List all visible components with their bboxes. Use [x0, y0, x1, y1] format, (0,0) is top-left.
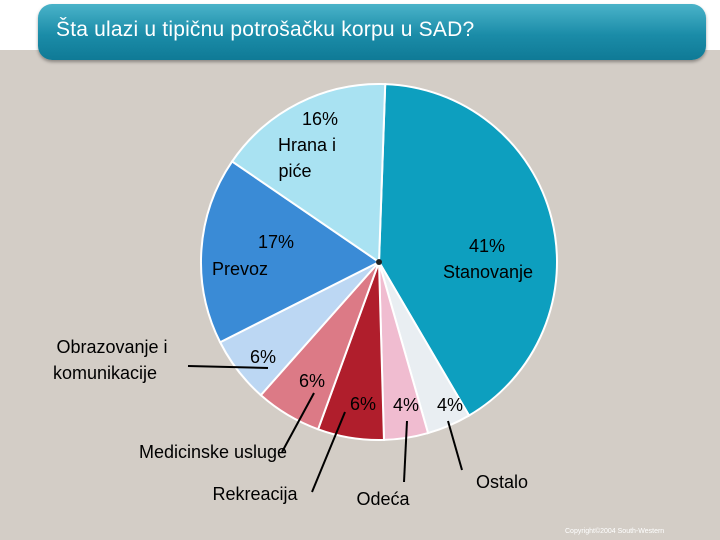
value-label-stanovanje: 41% — [469, 236, 505, 256]
pie-center-dot — [376, 259, 382, 265]
leader-line-rekreacija — [311, 411, 346, 493]
category-label-hrana-line2: piće — [278, 161, 311, 181]
page-title: Šta ulazi u tipičnu potrošačku korpu u S… — [56, 18, 475, 41]
value-label-ostalo: 4% — [437, 395, 463, 415]
leader-line-obrazovanje — [187, 365, 269, 369]
pie-slice-prevoz — [200, 160, 381, 344]
category-label-medicinske-usluge: Medicinske usluge — [139, 442, 287, 462]
leader-line-medicinske-usluge — [281, 392, 315, 453]
category-label-obrazovanje: Obrazovanje i — [56, 337, 167, 357]
category-label-odeca: Odeća — [356, 489, 410, 509]
pie-slice-stanovanje — [377, 83, 558, 417]
leader-line-ostalo — [447, 420, 463, 471]
category-label-rekreacija: Rekreacija — [212, 484, 298, 504]
category-label-hrana: Hrana i — [278, 135, 336, 155]
category-label-stanovanje: Stanovanje — [443, 262, 533, 282]
copyright-text: Copyright©2004 South-Western — [565, 528, 665, 535]
value-label-hrana: 16% — [302, 109, 338, 129]
title-bar — [38, 4, 706, 60]
pie-slice-hrana — [230, 83, 387, 264]
value-label-medicinske-usluge: 6% — [299, 371, 325, 391]
leader-line-odeca — [403, 420, 408, 483]
category-label-obrazovanje-line2: komunikacije — [53, 363, 157, 383]
category-label-prevoz: Prevoz — [212, 259, 268, 279]
value-label-obrazovanje: 6% — [250, 347, 276, 367]
category-label-ostalo: Ostalo — [476, 472, 528, 492]
value-label-prevoz: 17% — [258, 232, 294, 252]
value-label-odeca: 4% — [393, 395, 419, 415]
value-label-rekreacija: 6% — [350, 394, 376, 414]
